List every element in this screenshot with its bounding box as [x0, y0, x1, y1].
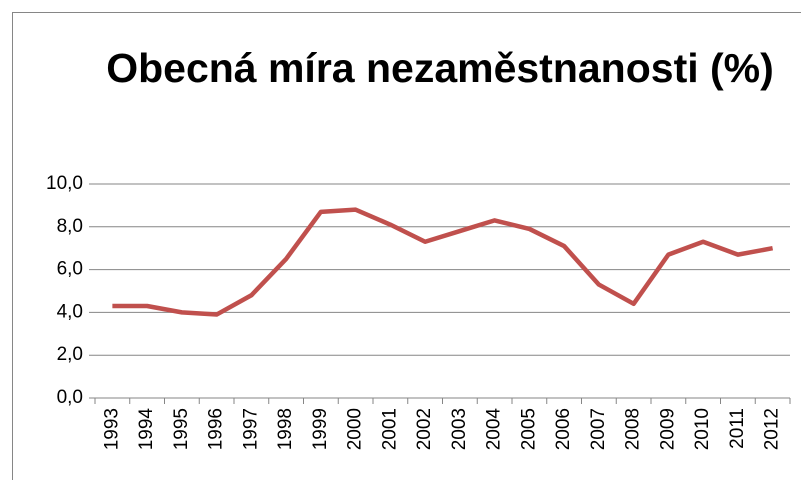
- x-tick-label: 2002: [414, 408, 435, 450]
- y-tick-label: 6,0: [57, 259, 83, 280]
- data-line: [112, 207, 774, 317]
- y-tick-label: 8,0: [57, 216, 83, 237]
- x-tick-label: 2009: [657, 408, 678, 450]
- chart-title: Obecná míra nezaměstnanosti (%): [106, 45, 774, 91]
- x-tick-label: 1999: [310, 408, 331, 450]
- x-tick-label: 1996: [206, 408, 227, 450]
- x-tick-label: 2012: [762, 408, 783, 450]
- x-tick-label: 1998: [275, 408, 296, 450]
- x-tick-label: 2010: [692, 408, 713, 450]
- x-tick-label: 2007: [588, 408, 609, 450]
- x-tick-label: 1993: [101, 408, 122, 450]
- x-tick-label: 1994: [136, 408, 157, 451]
- x-tick-label: 2000: [345, 408, 366, 450]
- x-tick-label: 2001: [379, 408, 400, 450]
- y-tick-label: 4,0: [57, 301, 83, 322]
- x-tick-label: 2006: [553, 408, 574, 450]
- x-tick-label: 1997: [240, 408, 261, 450]
- x-tick-label: 2004: [484, 408, 505, 451]
- x-tick-label: 2011: [727, 408, 748, 449]
- x-tick-label: 2008: [623, 408, 644, 450]
- y-tick-label: 10,0: [46, 173, 83, 194]
- x-tick-label: 2005: [518, 408, 539, 450]
- x-tick-label: 2003: [449, 408, 470, 450]
- chart-border: [12, 12, 801, 480]
- y-tick-label: 2,0: [57, 344, 83, 365]
- y-tick-label: 0,0: [57, 387, 83, 408]
- x-tick-label: 1995: [171, 408, 192, 450]
